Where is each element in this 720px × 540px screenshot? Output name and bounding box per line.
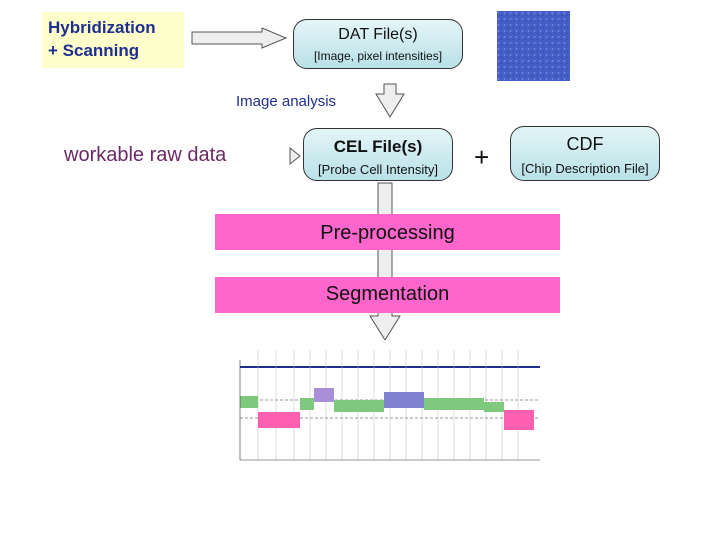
arrow-down-to-plot xyxy=(369,182,401,341)
segment-pink-1 xyxy=(258,412,300,428)
segmentation-plot xyxy=(228,340,548,475)
cdf-box: CDF [Chip Description File] xyxy=(510,126,660,181)
segment-green-4 xyxy=(424,398,484,410)
segment-green-3 xyxy=(334,400,384,412)
segment-green-1 xyxy=(240,396,258,408)
segmentation-band: Segmentation xyxy=(215,277,560,313)
dat-file-box: DAT File(s) [Image, pixel intensities] xyxy=(293,19,463,69)
arrow-to-dat xyxy=(191,27,288,49)
cel-file-box: CEL File(s) [Probe Cell Intensity] xyxy=(303,128,453,181)
scanning-label: + Scanning xyxy=(48,41,140,60)
preprocessing-band: Pre-processing xyxy=(215,214,560,250)
segment-purple-1 xyxy=(314,388,334,402)
segment-purple-2 xyxy=(384,392,424,408)
segment-green-5 xyxy=(484,402,504,412)
image-analysis-label: Image analysis xyxy=(236,93,337,110)
cel-file-title: CEL File(s) xyxy=(333,137,423,156)
cdf-subtitle: [Chip Description File] xyxy=(521,161,649,176)
hybridization-label: Hybridization xyxy=(48,18,156,37)
segment-pink-2 xyxy=(504,410,534,430)
arrow-raw-to-cel xyxy=(289,146,301,166)
dat-file-subtitle: [Image, pixel intensities] xyxy=(313,49,443,63)
dat-file-title: DAT File(s) xyxy=(338,26,418,43)
scan-image-thumbnail xyxy=(497,11,570,81)
segment-green-2 xyxy=(300,398,314,410)
raw-data-label: workable raw data xyxy=(64,144,227,166)
hybridization-box: Hybridization + Scanning xyxy=(42,12,184,68)
arrow-down-image-analysis xyxy=(375,83,405,118)
cel-file-subtitle: [Probe Cell Intensity] xyxy=(318,162,438,177)
cdf-title: CDF xyxy=(566,134,604,154)
plus-sign: + xyxy=(474,142,490,172)
